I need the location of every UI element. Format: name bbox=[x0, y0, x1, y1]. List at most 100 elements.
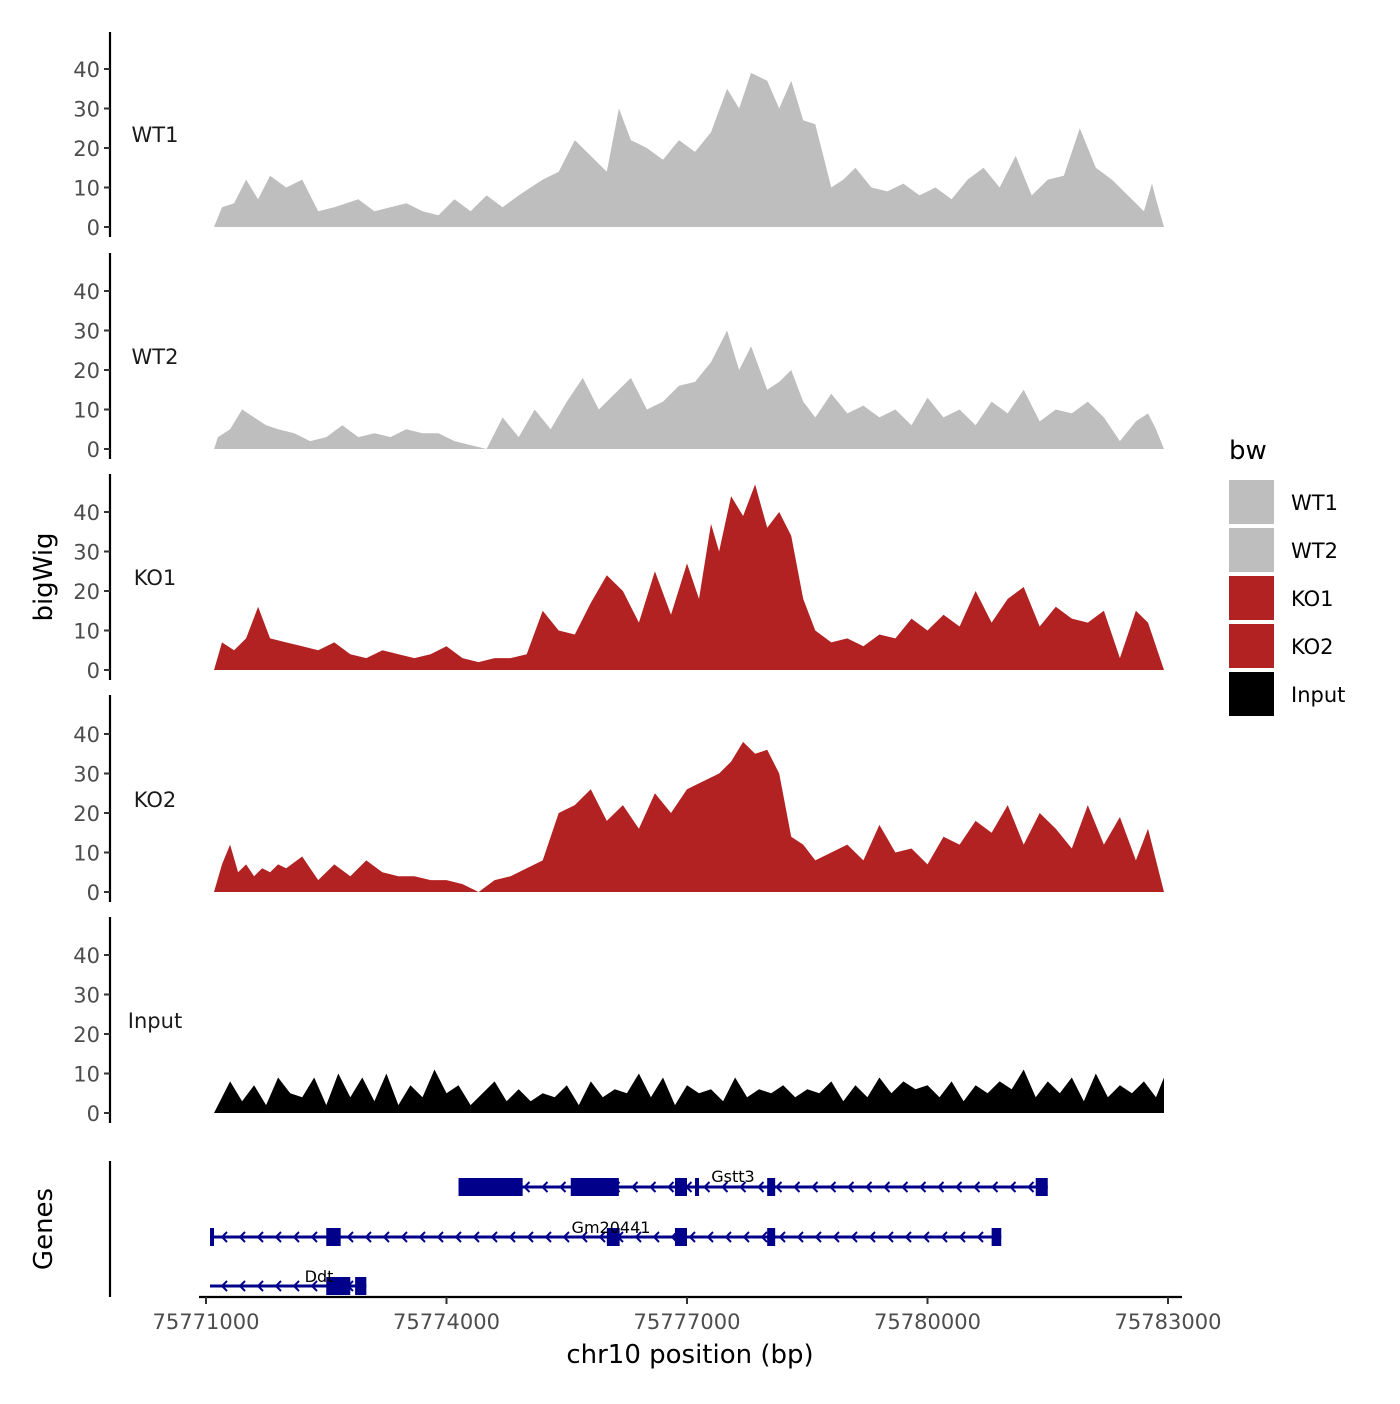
strand-arrow bbox=[310, 1280, 318, 1292]
gene-ddt: Ddt bbox=[210, 1267, 367, 1295]
track-wt2: 0 10 20 30 40 WT2 bbox=[73, 253, 1164, 462]
strand-arrow bbox=[418, 1231, 426, 1243]
legend-key-input bbox=[1229, 672, 1274, 716]
strand-arrow bbox=[508, 1231, 516, 1243]
strand-arrow bbox=[814, 1231, 822, 1243]
strand-arrow bbox=[724, 1231, 732, 1243]
y-tick-label: 20 bbox=[73, 802, 100, 826]
strand-arrow bbox=[832, 1231, 840, 1243]
strand-arrow bbox=[778, 1231, 786, 1243]
exon bbox=[355, 1277, 367, 1295]
genes-axis-label: Genes bbox=[29, 1188, 59, 1270]
x-tick-label: 75771000 bbox=[153, 1310, 260, 1334]
legend-label-ko2: KO2 bbox=[1291, 635, 1334, 659]
strand-arrow bbox=[631, 1181, 639, 1193]
exon bbox=[767, 1228, 776, 1246]
legend-title: bw bbox=[1229, 436, 1267, 466]
y-tick-label: 20 bbox=[73, 359, 100, 383]
y-tick-label: 30 bbox=[73, 98, 100, 122]
area-ko2 bbox=[214, 741, 1164, 892]
strand-arrow bbox=[382, 1231, 390, 1243]
strand-arrow bbox=[1009, 1181, 1017, 1193]
strand-arrow bbox=[652, 1231, 660, 1243]
y-tick-label: 0 bbox=[87, 1102, 100, 1126]
strand-arrow bbox=[793, 1181, 801, 1193]
strand-arrow bbox=[220, 1231, 228, 1243]
x-tick-label: 75783000 bbox=[1115, 1310, 1222, 1334]
strand-arrow bbox=[922, 1231, 930, 1243]
strand-arrow bbox=[526, 1231, 534, 1243]
x-axis-label: chr10 position (bp) bbox=[566, 1340, 813, 1370]
gene-track: Gstt3 Gm20441 Ddt bbox=[108, 1161, 1048, 1297]
strand-arrow bbox=[400, 1231, 408, 1243]
strand-arrow bbox=[310, 1231, 318, 1243]
strand-arrow bbox=[454, 1231, 462, 1243]
y-tick-label: 40 bbox=[73, 944, 100, 968]
y-tick-label: 20 bbox=[73, 137, 100, 161]
y-axis-label: bigWig bbox=[29, 532, 59, 621]
strand-arrow bbox=[1027, 1181, 1035, 1193]
strand-arrow bbox=[598, 1231, 606, 1243]
x-tick-label: 75777000 bbox=[634, 1310, 741, 1334]
strand-arrow bbox=[703, 1181, 711, 1193]
strand-arrow bbox=[220, 1280, 228, 1292]
strand-arrow bbox=[364, 1231, 372, 1243]
gene-gstt3: Gstt3 bbox=[458, 1167, 1048, 1196]
strand-arrow bbox=[544, 1231, 552, 1243]
exon bbox=[1035, 1178, 1048, 1196]
strand-arrow bbox=[883, 1181, 891, 1193]
legend: bw WT1 WT2 KO1 KO2 Input bbox=[1229, 436, 1345, 716]
strand-arrow bbox=[649, 1181, 657, 1193]
track-input: 0 10 20 30 40 Input bbox=[73, 917, 1164, 1126]
strand-arrow bbox=[865, 1181, 873, 1193]
exon bbox=[695, 1178, 700, 1196]
y-tick-label: 40 bbox=[73, 501, 100, 525]
y-tick-label: 10 bbox=[73, 177, 100, 201]
strand-arrow bbox=[238, 1280, 246, 1292]
legend-label-input: Input bbox=[1291, 683, 1345, 707]
strand-arrow bbox=[292, 1231, 300, 1243]
strand-arrow bbox=[775, 1181, 783, 1193]
panel-label-ko2: KO2 bbox=[134, 788, 177, 812]
area-wt1 bbox=[214, 72, 1164, 228]
strand-arrow bbox=[541, 1181, 549, 1193]
area-wt2 bbox=[214, 330, 1164, 449]
panel-label-input: Input bbox=[128, 1009, 182, 1033]
strand-arrow bbox=[523, 1181, 531, 1193]
strand-arrow bbox=[991, 1181, 999, 1193]
legend-label-ko1: KO1 bbox=[1291, 587, 1334, 611]
panel-label-wt2: WT2 bbox=[132, 345, 179, 369]
gene-label: Ddt bbox=[305, 1267, 334, 1286]
y-tick-label: 20 bbox=[73, 580, 100, 604]
x-axis: 75771000 75774000 75777000 75780000 75783000 bbox=[153, 1295, 1222, 1334]
strand-arrow bbox=[901, 1181, 909, 1193]
track-wt1: 0 10 20 30 40 WT1 bbox=[73, 32, 1164, 240]
x-tick-label: 75780000 bbox=[874, 1310, 981, 1334]
strand-arrow bbox=[760, 1231, 768, 1243]
exon bbox=[326, 1228, 341, 1246]
y-tick-label: 40 bbox=[73, 723, 100, 747]
area-ko1 bbox=[214, 484, 1164, 670]
exon bbox=[674, 1228, 687, 1246]
x-tick-label: 75774000 bbox=[393, 1310, 500, 1334]
strand-arrow bbox=[559, 1181, 567, 1193]
strand-arrow bbox=[829, 1181, 837, 1193]
strand-arrow bbox=[274, 1280, 282, 1292]
y-tick-label: 10 bbox=[73, 842, 100, 866]
strand-arrow bbox=[346, 1231, 354, 1243]
y-tick-label: 0 bbox=[87, 438, 100, 462]
strand-arrow bbox=[958, 1231, 966, 1243]
panel-label-wt1: WT1 bbox=[132, 123, 179, 147]
exon bbox=[326, 1277, 351, 1295]
strand-arrow bbox=[274, 1231, 282, 1243]
y-tick-label: 30 bbox=[73, 763, 100, 787]
strand-arrow bbox=[973, 1181, 981, 1193]
gene-label: Gstt3 bbox=[711, 1167, 754, 1186]
strand-arrow bbox=[904, 1231, 912, 1243]
exon bbox=[458, 1178, 523, 1196]
y-tick-label: 30 bbox=[73, 984, 100, 1008]
strand-arrow bbox=[436, 1231, 444, 1243]
exon bbox=[767, 1178, 776, 1196]
strand-arrow bbox=[868, 1231, 876, 1243]
